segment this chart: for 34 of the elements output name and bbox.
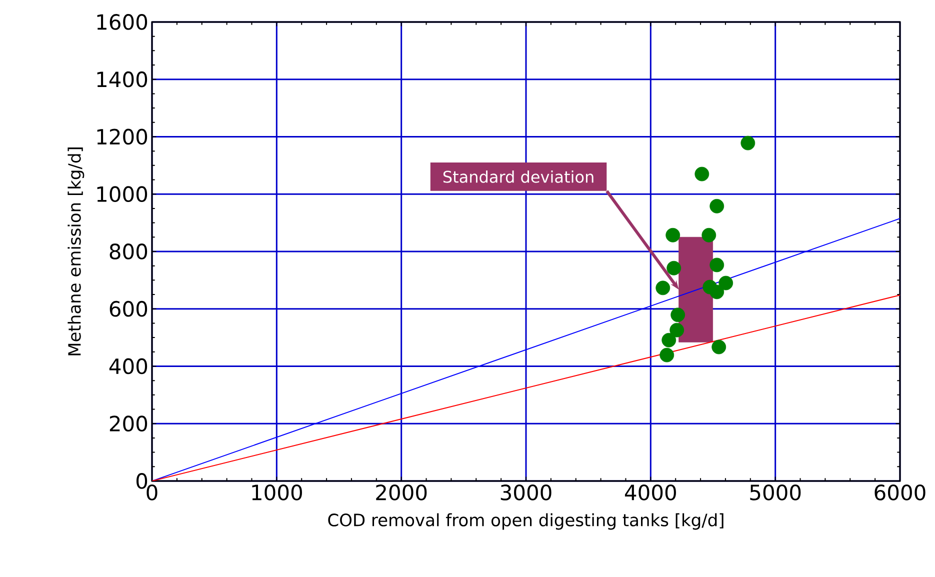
point xyxy=(702,228,716,242)
x-axis-title: COD removal from open digesting tanks [kg/d] xyxy=(328,513,724,530)
y-tick-label: 1400 xyxy=(97,71,148,88)
y-tick-label: 600 xyxy=(110,300,148,317)
x-tick-label: 2000 xyxy=(376,484,427,500)
x-tick-label: 0 xyxy=(146,484,158,500)
point xyxy=(694,166,710,182)
point xyxy=(740,136,756,150)
x-tick-label: 3000 xyxy=(500,484,552,500)
y-tick-label: 1200 xyxy=(97,128,148,145)
point xyxy=(656,280,670,296)
y-tick-label: 400 xyxy=(109,358,148,374)
point xyxy=(670,308,686,322)
point xyxy=(710,198,724,214)
y-tick-label: 200 xyxy=(110,416,148,432)
y-tick-label: 800 xyxy=(110,244,148,260)
x-tick-label: 4000 xyxy=(624,484,676,500)
x-tick-label: 5000 xyxy=(750,484,801,500)
x-tick-label: 6000 xyxy=(874,484,926,500)
point xyxy=(666,228,680,242)
annotation: Standard deviation xyxy=(443,170,594,183)
point xyxy=(718,276,734,290)
y-tick-label: 1000 xyxy=(97,186,148,202)
point xyxy=(710,258,724,272)
point xyxy=(670,322,684,338)
point xyxy=(666,260,682,276)
y-tick-label: 1600 xyxy=(97,14,148,30)
y-axis-title: Methane emission [kg/d] xyxy=(68,148,84,356)
y-tick-label: 0 xyxy=(136,473,148,489)
point xyxy=(662,332,676,348)
point xyxy=(660,348,674,362)
point xyxy=(702,280,718,294)
point xyxy=(712,340,726,354)
x-tick-label: 1000 xyxy=(252,484,302,500)
